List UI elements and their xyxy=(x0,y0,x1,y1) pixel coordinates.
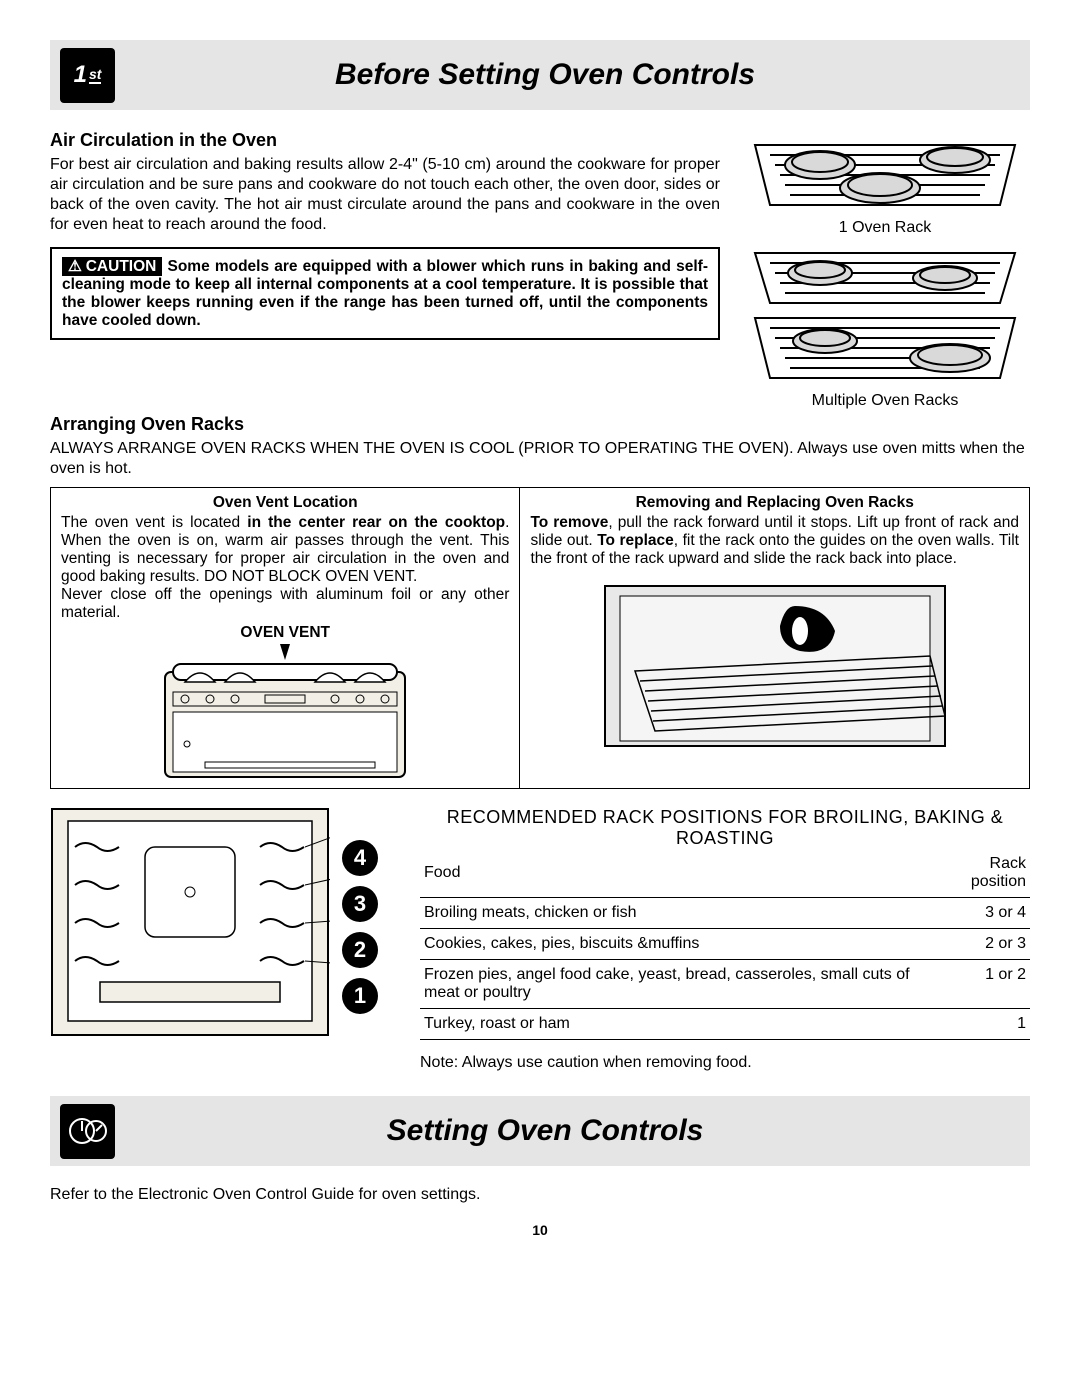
cell-food: Frozen pies, angel food cake, yeast, bre… xyxy=(420,960,933,1009)
vent-label: OVEN VENT xyxy=(61,624,509,642)
arrange-heading: Arranging Oven Racks xyxy=(50,414,1030,435)
table-row: Cookies, cakes, pies, biscuits &muffins2… xyxy=(420,929,1030,960)
rack-note: Note: Always use caution when removing f… xyxy=(420,1054,1030,1072)
rack-img-col: 4 3 2 1 xyxy=(50,807,390,1072)
vent-heading: Oven Vent Location xyxy=(61,494,509,512)
vent-svg xyxy=(155,642,415,782)
page-title-2: Setting Oven Controls xyxy=(115,1114,1030,1148)
vent-p1b: in the center rear on the cooktop xyxy=(247,514,505,531)
air-body: For best air circulation and baking resu… xyxy=(50,155,720,235)
table-row: Frozen pies, angel food cake, yeast, bre… xyxy=(420,960,1030,1009)
cell-pos: 2 or 3 xyxy=(933,929,1030,960)
logo-controls-icon xyxy=(60,1104,115,1159)
vent-cell: Oven Vent Location The oven vent is loca… xyxy=(51,488,520,788)
rack-bullet-2: 2 xyxy=(342,932,378,968)
air-row: Air Circulation in the Oven For best air… xyxy=(50,130,1030,410)
arrange-body: ALWAYS ARRANGE OVEN RACKS WHEN THE OVEN … xyxy=(50,439,1030,479)
remove-svg xyxy=(595,576,955,751)
bottom-ref: Refer to the Electronic Oven Control Gui… xyxy=(50,1186,1030,1204)
title-bar-setting: Setting Oven Controls xyxy=(50,1096,1030,1166)
rack-right: RECOMMENDED RACK POSITIONS FOR BROILING,… xyxy=(420,807,1030,1072)
air-left: Air Circulation in the Oven For best air… xyxy=(50,130,720,410)
logo-1st: 1st xyxy=(60,48,115,103)
cell-food: Broiling meats, chicken or fish xyxy=(420,898,933,929)
col-pos: Rack position xyxy=(933,853,1030,898)
cell-pos: 1 or 2 xyxy=(933,960,1030,1009)
caution-box: CAUTION Some models are equipped with a … xyxy=(50,247,720,340)
rack-bullet-3: 3 xyxy=(342,886,378,922)
arrange-block: Arranging Oven Racks ALWAYS ARRANGE OVEN… xyxy=(50,414,1030,479)
rack-title: RECOMMENDED RACK POSITIONS FOR BROILING,… xyxy=(420,807,1030,849)
logo-sup: st xyxy=(89,66,101,84)
info-row: Oven Vent Location The oven vent is loca… xyxy=(50,487,1030,789)
rack-section: 4 3 2 1 RECOMMENDED RACK POSITIONS FOR B… xyxy=(50,807,1030,1072)
remove-b2: To replace xyxy=(597,532,674,549)
cell-food: Turkey, roast or ham xyxy=(420,1009,933,1040)
table-row: Broiling meats, chicken or fish3 or 4 xyxy=(420,898,1030,929)
cell-food: Cookies, cakes, pies, biscuits &muffins xyxy=(420,929,933,960)
air-heading: Air Circulation in the Oven xyxy=(50,130,720,151)
figcap-2: Multiple Oven Racks xyxy=(740,392,1030,410)
page-title-1: Before Setting Oven Controls xyxy=(115,58,1030,92)
air-right: 1 Oven Rack Multiple Oven Racks xyxy=(740,130,1030,410)
rack-bullet-1: 1 xyxy=(342,978,378,1014)
remove-cell: Removing and Replacing Oven Racks To rem… xyxy=(520,488,1029,788)
remove-heading: Removing and Replacing Oven Racks xyxy=(530,494,1019,512)
vent-p1a: The oven vent is located xyxy=(61,514,247,531)
logo-main: 1 xyxy=(74,61,87,89)
multi-rack-svg xyxy=(750,243,1020,388)
rack-bullet-4: 4 xyxy=(342,840,378,876)
vent-p2: Never close off the openings with alumin… xyxy=(61,586,509,622)
cell-pos: 1 xyxy=(933,1009,1030,1040)
cell-pos: 3 or 4 xyxy=(933,898,1030,929)
table-row: Turkey, roast or ham1 xyxy=(420,1009,1030,1040)
col-food: Food xyxy=(420,853,933,898)
dial-icon xyxy=(68,1111,108,1151)
rack-table: Food Rack position Broiling meats, chick… xyxy=(420,853,1030,1040)
remove-b1: To remove xyxy=(530,514,608,531)
one-rack-svg xyxy=(750,130,1020,215)
vent-body: The oven vent is located in the center r… xyxy=(61,514,509,586)
page-number: 10 xyxy=(50,1222,1030,1238)
title-bar-before: 1st Before Setting Oven Controls xyxy=(50,40,1030,110)
remove-body: To remove, pull the rack forward until i… xyxy=(530,514,1019,568)
oven-interior-svg xyxy=(50,807,330,1037)
rack-bullets: 4 3 2 1 xyxy=(342,840,378,1014)
figcap-1: 1 Oven Rack xyxy=(740,219,1030,237)
caution-tag: CAUTION xyxy=(62,257,162,276)
